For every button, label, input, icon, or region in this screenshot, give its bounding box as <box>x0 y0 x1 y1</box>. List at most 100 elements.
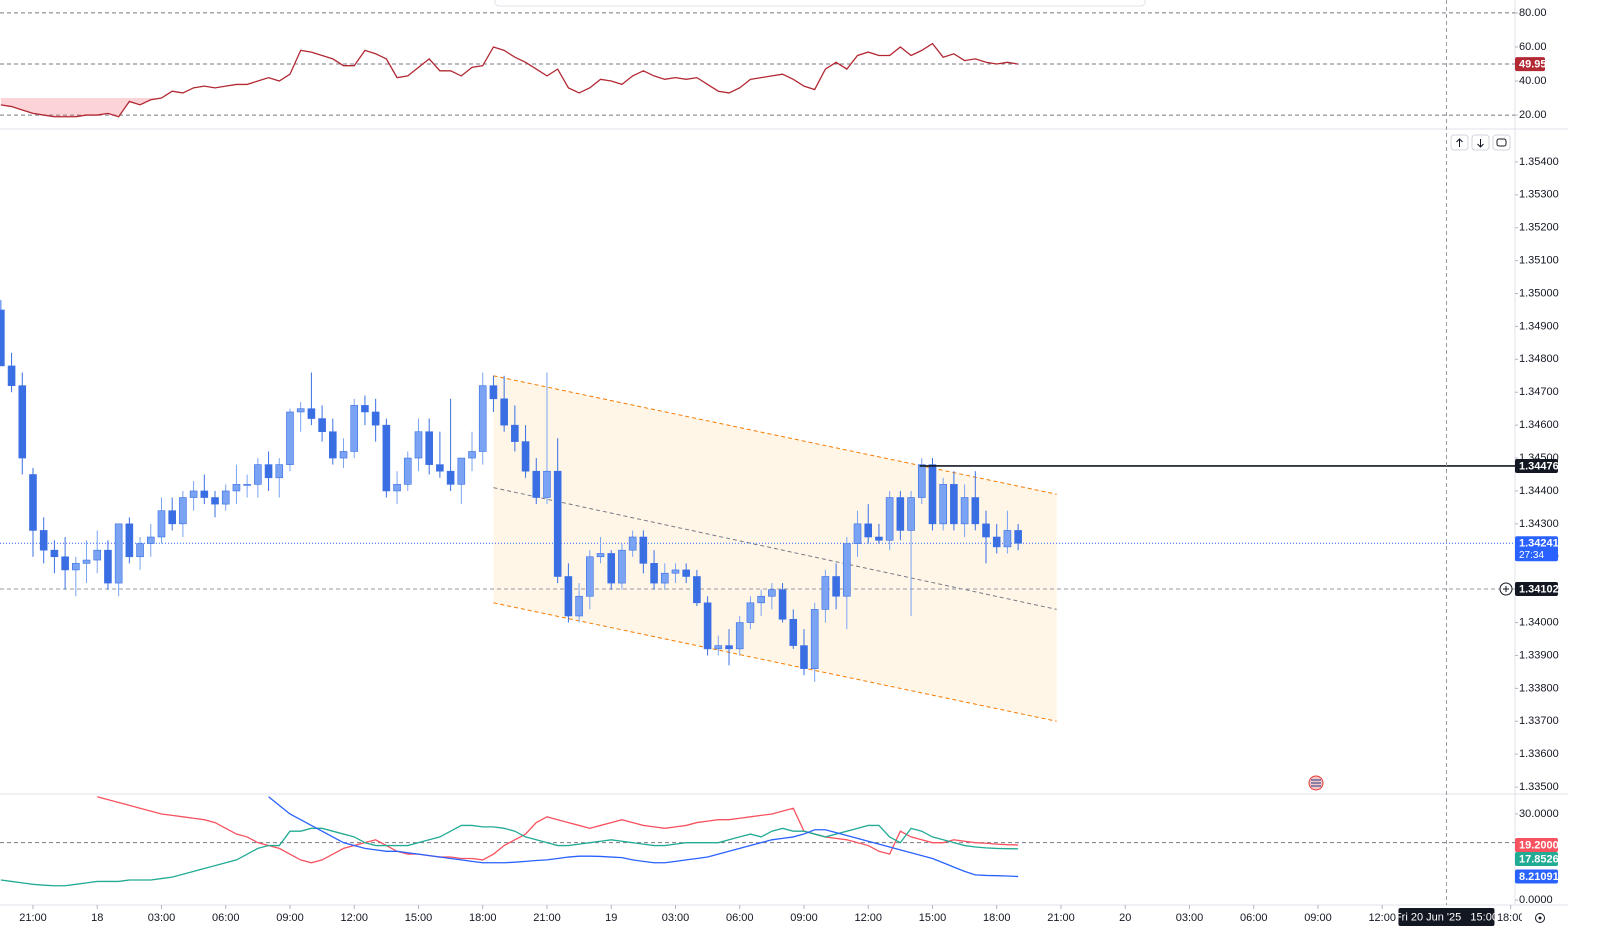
candle-body <box>478 385 487 452</box>
y-tick-label: 0.0000 <box>1519 894 1553 906</box>
candle-body <box>832 576 840 597</box>
y-tick-label: 1.34000 <box>1519 616 1559 628</box>
candle-body <box>1003 530 1012 548</box>
top-toolbar[interactable] <box>494 0 1146 7</box>
x-tick-label: 06:00 <box>1240 912 1268 924</box>
candle-body <box>885 497 894 541</box>
plus-icon <box>1503 586 1509 592</box>
candle-body <box>296 408 305 413</box>
candle-body <box>500 398 508 426</box>
candle-body <box>521 441 530 472</box>
arrow-up-icon <box>1456 138 1463 147</box>
candle-body <box>511 424 519 442</box>
candle-body <box>200 490 209 498</box>
maximize-icon <box>1496 138 1507 147</box>
candle-body <box>254 464 262 485</box>
value-label-box <box>1515 869 1558 884</box>
maximize-button[interactable] <box>1492 134 1511 151</box>
x-tick-label: 21:00 <box>533 912 561 924</box>
candle-body <box>425 431 433 465</box>
candle-body <box>896 497 905 531</box>
candle-body <box>928 464 937 525</box>
candle-body <box>286 411 294 465</box>
settings-icon[interactable] <box>1535 913 1545 923</box>
x-tick-label: 18:00 <box>469 912 497 924</box>
candle-body <box>179 497 187 525</box>
value-label: 49.95 <box>1519 58 1547 70</box>
candle-body <box>639 536 648 564</box>
candle-body <box>457 457 466 485</box>
x-tick-label: 21:00 <box>1047 912 1075 924</box>
candle-body <box>318 418 326 433</box>
value-label-box <box>1515 458 1558 473</box>
pane-buttons <box>1450 134 1511 151</box>
x-tick-label: 03:00 <box>662 912 690 924</box>
y-tick-label: 1.35300 <box>1519 189 1559 201</box>
candle-body <box>114 523 123 584</box>
candle-body <box>82 559 91 564</box>
candle-body <box>371 411 380 426</box>
candle-body <box>982 523 990 538</box>
value-label-box <box>1515 837 1558 852</box>
candle-body <box>564 576 573 617</box>
candle-body <box>39 530 48 551</box>
y-tick-label: 1.33700 <box>1519 715 1559 727</box>
candle-body <box>146 536 155 544</box>
value-label-box <box>1515 851 1558 866</box>
y-tick-label: 1.34300 <box>1519 518 1559 530</box>
y-tick-label: 1.35100 <box>1519 255 1559 267</box>
candle-body <box>553 470 562 577</box>
flag-stripes <box>1311 779 1321 787</box>
candle-body <box>992 536 1001 548</box>
oversold-fill <box>0 98 1019 117</box>
x-tick-label: 15:00 <box>919 912 947 924</box>
candle-body <box>29 474 37 531</box>
candle-body <box>618 549 626 584</box>
candle-body <box>607 553 616 584</box>
rsi-pane <box>0 12 1515 118</box>
dmi-pane <box>0 796 1515 887</box>
x-tick-label: 06:00 <box>212 912 240 924</box>
indicator-line <box>0 824 1019 887</box>
x-tick-label: 06:00 <box>726 912 754 924</box>
candle-body <box>843 543 851 597</box>
candle-body <box>757 595 765 604</box>
x-tick-label: 03:00 <box>1176 912 1204 924</box>
y-tick-label: 80.00 <box>1519 7 1547 19</box>
candle-body <box>586 556 594 597</box>
value-label: 1.34476 <box>1519 460 1559 472</box>
candle-body <box>789 618 798 646</box>
candle-body <box>211 497 219 505</box>
candle-body <box>671 569 680 574</box>
candle-body <box>950 484 958 525</box>
x-tick-label: 15:00 <box>405 912 433 924</box>
candle-body <box>650 563 658 584</box>
y-tick-label: 1.33800 <box>1519 682 1559 694</box>
candle-body <box>746 602 755 623</box>
candle-body <box>50 549 59 558</box>
candle-body <box>628 536 637 551</box>
gear-ring <box>1535 913 1545 923</box>
crosshair-price-label: 1.34102 <box>1519 583 1559 595</box>
time-axis: 21:00 18 03:00 06:00 09:00 12:00 15:00 18:00 21:… <box>19 905 1522 924</box>
indicator-line <box>268 796 1019 878</box>
candle-body <box>853 523 862 544</box>
arrow-down-icon <box>1477 139 1484 148</box>
candle-body <box>307 408 316 419</box>
candle-body <box>468 451 476 459</box>
gear-center <box>1538 916 1542 920</box>
flag-icon[interactable] <box>1308 775 1324 791</box>
candle-body <box>125 523 134 558</box>
y-tick-label: 1.34900 <box>1519 320 1559 332</box>
candle-body <box>104 549 112 584</box>
crosshair-time-box <box>1398 908 1495 926</box>
candle-body <box>72 563 80 571</box>
x-tick-label: 12:00 <box>340 912 368 924</box>
candle-body <box>703 602 712 650</box>
x-tick-label: 21:00 <box>19 912 47 924</box>
candle-body <box>61 556 69 571</box>
countdown-label: 27:34 <box>1519 550 1544 561</box>
crosshair-time-label: Fri 20 Jun '25 15:00 <box>1395 911 1498 923</box>
